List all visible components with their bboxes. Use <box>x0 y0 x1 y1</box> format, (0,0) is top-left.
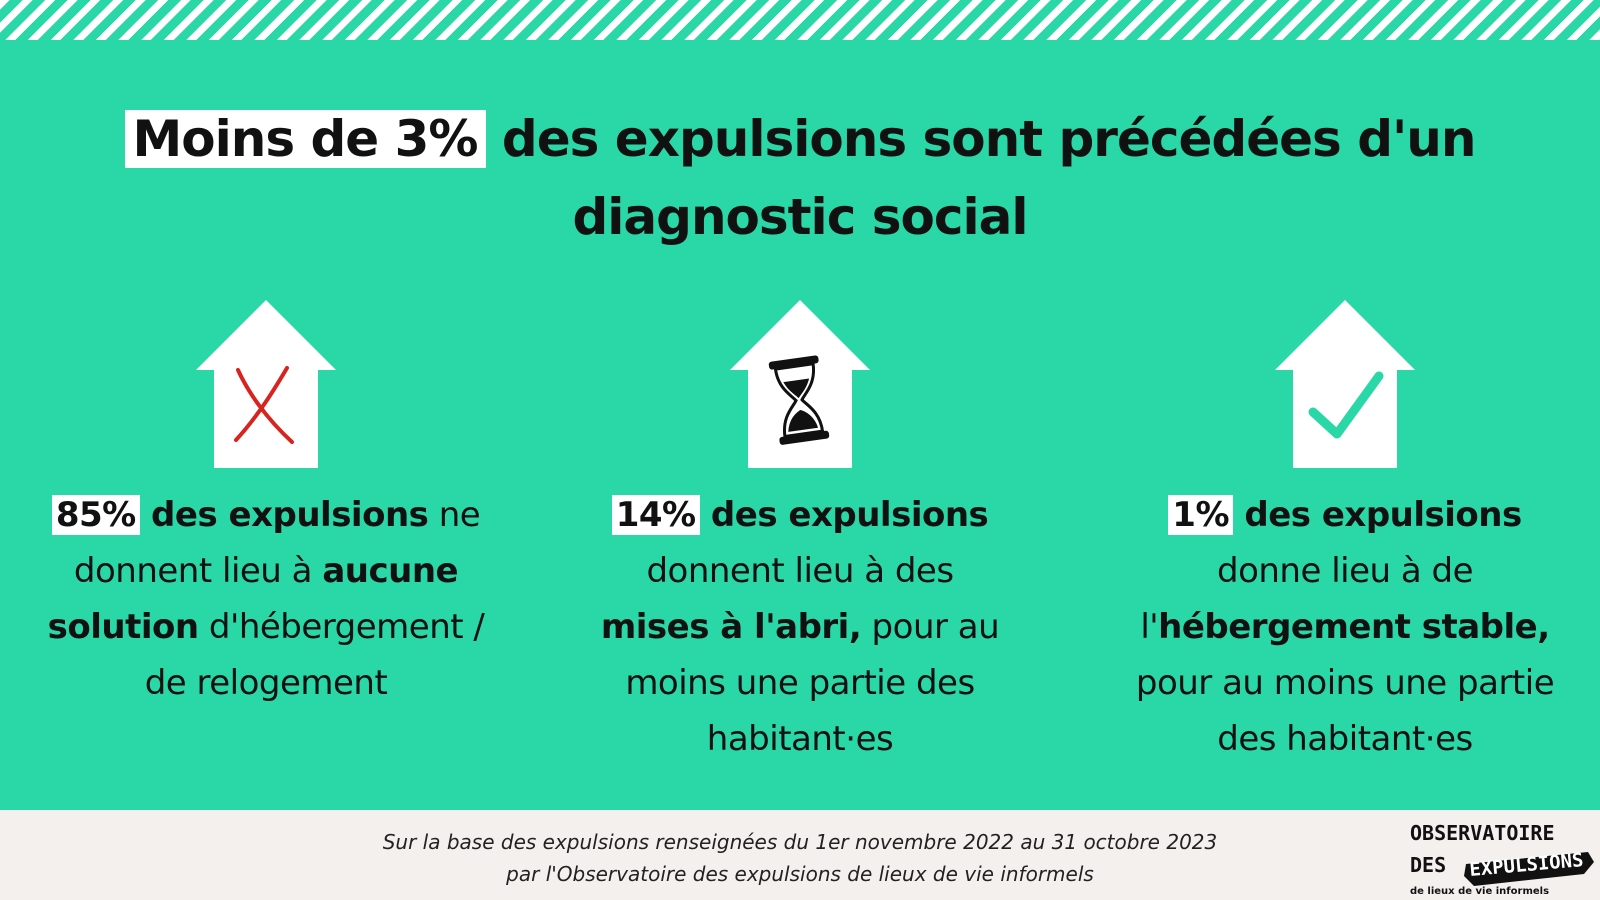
stat-percent: 85% <box>51 495 140 535</box>
x-icon <box>234 366 294 444</box>
page-title: Moins de 3% des expulsions sont précédée… <box>0 100 1600 256</box>
title-line2: diagnostic social <box>572 188 1028 246</box>
footer: Sur la base des expulsions renseignées d… <box>0 810 1600 900</box>
house-icon-no-solution <box>196 300 336 468</box>
svg-text:DES: DES <box>1410 853 1446 877</box>
checkmark-icon <box>1308 371 1384 439</box>
stat-percent: 14% <box>611 495 700 535</box>
title-highlight: Moins de 3% <box>124 110 486 168</box>
observatoire-logo: OBSERVATOIRE DES EXPULSIONS de lieux de … <box>1410 821 1594 897</box>
stat-no-solution: 85% des expulsions ne donnent lieu à auc… <box>47 495 485 703</box>
source-note: Sur la base des expulsions renseignées d… <box>382 830 1218 886</box>
brush-stroke <box>1464 852 1594 886</box>
stat-stable-housing: 1% des expulsions donne lieu à de l'hébe… <box>1135 495 1555 759</box>
house-icon-stable-housing <box>1275 300 1415 468</box>
svg-text:de lieux de vie informels: de lieux de vie informels <box>1410 886 1549 897</box>
house-icon-shelter <box>730 300 870 468</box>
title-line1-rest: des expulsions sont précédées d'un <box>485 110 1477 168</box>
stat-percent: 1% <box>1168 495 1234 535</box>
stat-shelter: 14% des expulsions donnent lieu à des mi… <box>600 495 1000 759</box>
striped-top-border <box>0 0 1600 40</box>
svg-text:OBSERVATOIRE: OBSERVATOIRE <box>1410 821 1555 845</box>
hourglass-icon <box>768 355 830 445</box>
